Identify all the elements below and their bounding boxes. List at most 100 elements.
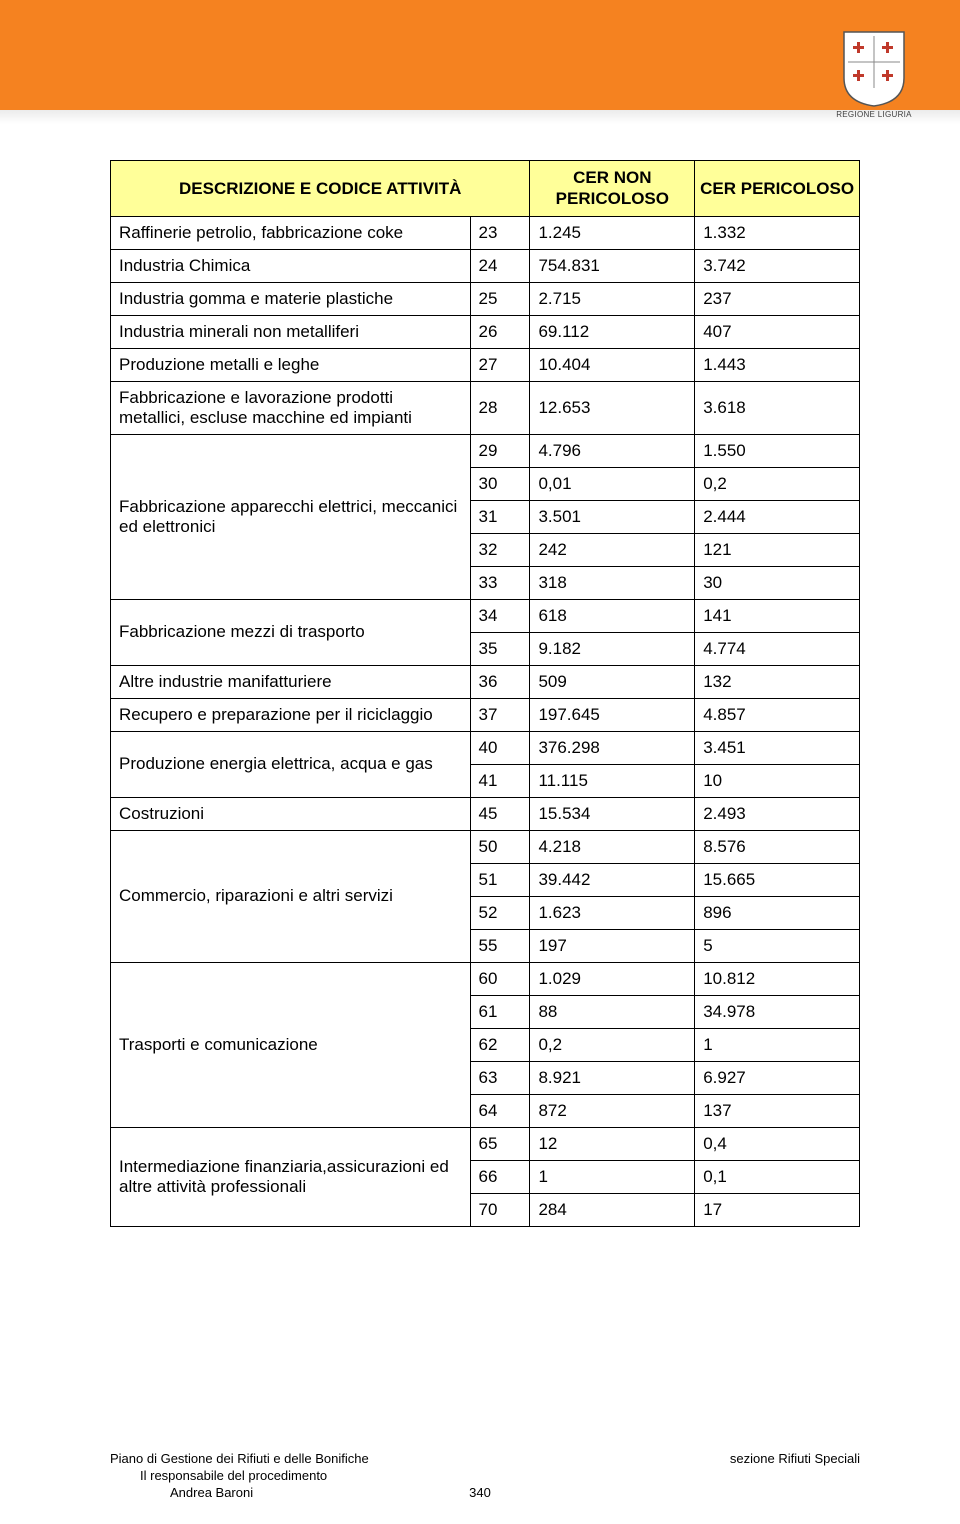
- page-number: 340: [0, 1485, 960, 1500]
- cell-cer: 0,1: [695, 1160, 860, 1193]
- cell-code: 27: [470, 348, 530, 381]
- header-cer: CER PERICOLOSO: [695, 161, 860, 217]
- cell-cer-non: 1.623: [530, 896, 695, 929]
- cell-code: 26: [470, 315, 530, 348]
- cell-description: Raffinerie petrolio, fabbricazione coke: [111, 216, 471, 249]
- cell-cer-non: 3.501: [530, 500, 695, 533]
- cell-code: 35: [470, 632, 530, 665]
- cell-cer: 121: [695, 533, 860, 566]
- table-row: Intermediazione finanziaria,assicurazion…: [111, 1127, 860, 1160]
- header-cer-non: CER NON PERICOLOSO: [530, 161, 695, 217]
- cell-description: Produzione energia elettrica, acqua e ga…: [111, 731, 471, 797]
- cell-code: 52: [470, 896, 530, 929]
- cell-code: 32: [470, 533, 530, 566]
- cell-description: Intermediazione finanziaria,assicurazion…: [111, 1127, 471, 1226]
- cell-code: 23: [470, 216, 530, 249]
- cell-cer-non: 754.831: [530, 249, 695, 282]
- cell-code: 30: [470, 467, 530, 500]
- table-row: Recupero e preparazione per il riciclagg…: [111, 698, 860, 731]
- cell-cer: 1.332: [695, 216, 860, 249]
- table-row: Fabbricazione e lavorazione prodotti met…: [111, 381, 860, 434]
- cell-code: 24: [470, 249, 530, 282]
- cell-cer-non: 12.653: [530, 381, 695, 434]
- shield-icon: [840, 28, 908, 108]
- cell-code: 29: [470, 434, 530, 467]
- table-row: Fabbricazione mezzi di trasporto34618141: [111, 599, 860, 632]
- header-band: REGIONE LIGURIA: [0, 0, 960, 110]
- cell-cer: 1.550: [695, 434, 860, 467]
- footer-left: Piano di Gestione dei Rifiuti e delle Bo…: [110, 1451, 369, 1466]
- table-row: Produzione metalli e leghe2710.4041.443: [111, 348, 860, 381]
- cell-cer: 896: [695, 896, 860, 929]
- cell-cer-non: 10.404: [530, 348, 695, 381]
- cell-code: 55: [470, 929, 530, 962]
- cell-cer-non: 88: [530, 995, 695, 1028]
- cell-cer: 3.742: [695, 249, 860, 282]
- table-row: Trasporti e comunicazione601.02910.812: [111, 962, 860, 995]
- cell-code: 31: [470, 500, 530, 533]
- cell-cer-non: 1.029: [530, 962, 695, 995]
- table-row: Altre industrie manifatturiere36509132: [111, 665, 860, 698]
- cell-cer-non: 197: [530, 929, 695, 962]
- table-row: Industria minerali non metalliferi2669.1…: [111, 315, 860, 348]
- cell-code: 51: [470, 863, 530, 896]
- table-row: Raffinerie petrolio, fabbricazione coke2…: [111, 216, 860, 249]
- cell-code: 36: [470, 665, 530, 698]
- cell-description: Trasporti e comunicazione: [111, 962, 471, 1127]
- cell-cer: 137: [695, 1094, 860, 1127]
- cell-cer: 1: [695, 1028, 860, 1061]
- cell-cer: 2.444: [695, 500, 860, 533]
- cell-description: Industria gomma e materie plastiche: [111, 282, 471, 315]
- cell-cer: 5: [695, 929, 860, 962]
- cell-cer-non: 9.182: [530, 632, 695, 665]
- cell-code: 65: [470, 1127, 530, 1160]
- cell-cer-non: 11.115: [530, 764, 695, 797]
- cell-cer: 3.618: [695, 381, 860, 434]
- cell-cer-non: 618: [530, 599, 695, 632]
- cell-cer: 0,2: [695, 467, 860, 500]
- cell-cer: 237: [695, 282, 860, 315]
- cell-description: Fabbricazione mezzi di trasporto: [111, 599, 471, 665]
- cell-cer: 30: [695, 566, 860, 599]
- cell-cer-non: 15.534: [530, 797, 695, 830]
- content-area: DESCRIZIONE E CODICE ATTIVITÀ CER NON PE…: [0, 110, 960, 1227]
- cell-cer-non: 376.298: [530, 731, 695, 764]
- cell-cer: 407: [695, 315, 860, 348]
- cell-code: 28: [470, 381, 530, 434]
- cell-code: 50: [470, 830, 530, 863]
- cell-code: 60: [470, 962, 530, 995]
- table-row: Industria Chimica24754.8313.742: [111, 249, 860, 282]
- table-row: Commercio, riparazioni e altri servizi50…: [111, 830, 860, 863]
- cell-code: 33: [470, 566, 530, 599]
- cell-cer-non: 242: [530, 533, 695, 566]
- cell-cer-non: 4.796: [530, 434, 695, 467]
- cell-cer: 2.493: [695, 797, 860, 830]
- cell-code: 41: [470, 764, 530, 797]
- cell-description: Produzione metalli e leghe: [111, 348, 471, 381]
- cell-description: Fabbricazione apparecchi elettrici, mecc…: [111, 434, 471, 599]
- cell-cer: 4.774: [695, 632, 860, 665]
- cell-description: Industria Chimica: [111, 249, 471, 282]
- cell-cer-non: 39.442: [530, 863, 695, 896]
- cell-cer-non: 8.921: [530, 1061, 695, 1094]
- cell-code: 61: [470, 995, 530, 1028]
- cell-cer-non: 197.645: [530, 698, 695, 731]
- cell-cer: 15.665: [695, 863, 860, 896]
- cell-cer-non: 872: [530, 1094, 695, 1127]
- cell-description: Recupero e preparazione per il riciclagg…: [111, 698, 471, 731]
- cell-description: Altre industrie manifatturiere: [111, 665, 471, 698]
- cell-cer-non: 69.112: [530, 315, 695, 348]
- cell-description: Fabbricazione e lavorazione prodotti met…: [111, 381, 471, 434]
- cell-cer-non: 0,01: [530, 467, 695, 500]
- table-header-row: DESCRIZIONE E CODICE ATTIVITÀ CER NON PE…: [111, 161, 860, 217]
- cell-cer-non: 1: [530, 1160, 695, 1193]
- footer-sub1: Il responsabile del procedimento: [110, 1466, 860, 1483]
- header-desc: DESCRIZIONE E CODICE ATTIVITÀ: [111, 161, 530, 217]
- cell-code: 40: [470, 731, 530, 764]
- header-shadow: [0, 110, 960, 124]
- cell-cer: 0,4: [695, 1127, 860, 1160]
- cell-description: Costruzioni: [111, 797, 471, 830]
- cell-code: 34: [470, 599, 530, 632]
- table-row: Costruzioni4515.5342.493: [111, 797, 860, 830]
- cell-code: 64: [470, 1094, 530, 1127]
